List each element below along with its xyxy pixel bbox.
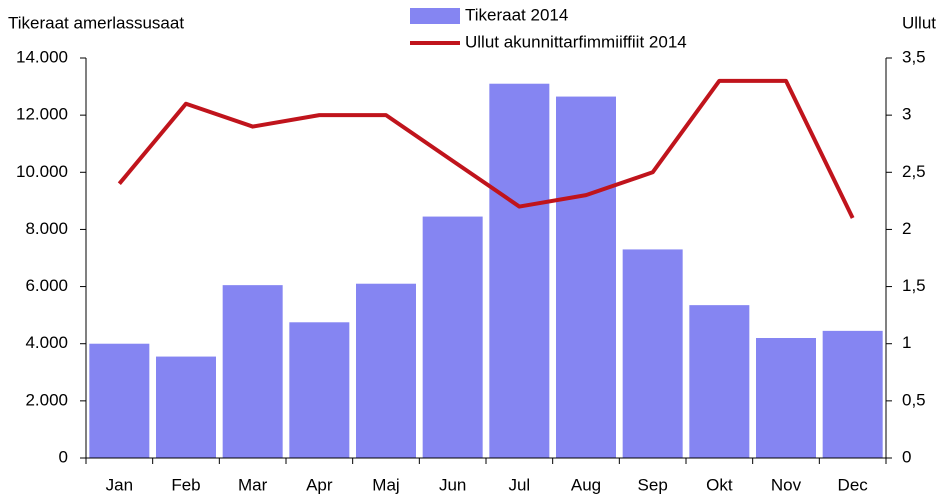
y2-tick-label: 0,5 bbox=[902, 390, 926, 409]
y-tick-label: 12.000 bbox=[16, 105, 68, 124]
bar bbox=[356, 283, 416, 458]
x-tick-label: Sep bbox=[638, 475, 668, 494]
y2-tick-label: 0 bbox=[902, 447, 911, 466]
line bbox=[117, 78, 855, 219]
bar bbox=[822, 330, 883, 458]
bar bbox=[222, 285, 283, 458]
bar bbox=[89, 343, 150, 458]
x-tick-label: Aug bbox=[571, 475, 601, 494]
bar bbox=[622, 249, 683, 458]
y-tick-label: 8.000 bbox=[25, 219, 68, 238]
y-axis-label: Tikeraat amerlassusaat bbox=[8, 13, 184, 32]
x-tick-label: Maj bbox=[372, 475, 399, 494]
y2-tick-label: 3,5 bbox=[902, 47, 926, 66]
x-tick-label: Jul bbox=[508, 475, 530, 494]
y2-tick-label: 2 bbox=[902, 219, 911, 238]
y-tick-label: 10.000 bbox=[16, 162, 68, 181]
bar bbox=[489, 83, 550, 458]
y2-tick-label: 1,5 bbox=[902, 276, 926, 295]
bar bbox=[689, 305, 750, 458]
bar bbox=[756, 338, 816, 458]
y-tick-label: 6.000 bbox=[25, 276, 68, 295]
x-tick-label: Jan bbox=[106, 475, 133, 494]
y2-axis-label: Ullut bbox=[902, 13, 936, 32]
bar bbox=[556, 96, 616, 459]
y2-tick-label: 3 bbox=[902, 105, 911, 124]
bar bbox=[422, 216, 483, 458]
y2-tick-label: 2,5 bbox=[902, 162, 926, 181]
y-tick-label: 4.000 bbox=[25, 333, 68, 352]
x-tick-label: Mar bbox=[238, 475, 268, 494]
x-tick-label: Jun bbox=[439, 475, 466, 494]
y-tick-label: 14.000 bbox=[16, 47, 68, 66]
legend-swatch bbox=[410, 8, 460, 24]
x-tick-label: Nov bbox=[771, 475, 802, 494]
y2-tick-label: 1 bbox=[902, 333, 911, 352]
y-tick-label: 0 bbox=[59, 447, 68, 466]
x-tick-label: Dec bbox=[838, 475, 869, 494]
legend-label: Tikeraat 2014 bbox=[465, 5, 568, 24]
bar bbox=[156, 356, 216, 458]
legend-label: Ullut akunnittarfimmiiffiit 2014 bbox=[465, 32, 687, 51]
bar bbox=[289, 322, 350, 458]
x-tick-label: Feb bbox=[171, 475, 200, 494]
y-tick-label: 2.000 bbox=[25, 390, 68, 409]
x-tick-label: Okt bbox=[706, 475, 733, 494]
x-tick-label: Apr bbox=[306, 475, 333, 494]
